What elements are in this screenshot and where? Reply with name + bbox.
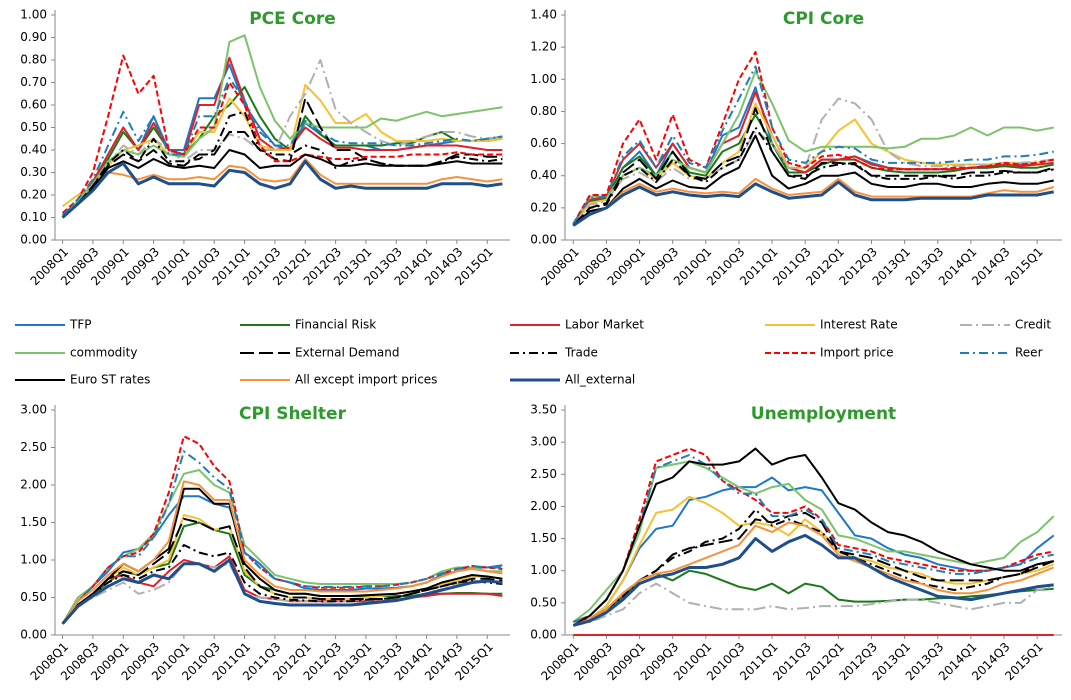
legend-label: Trade xyxy=(564,346,598,360)
y-tick-label: 1.00 xyxy=(20,553,47,567)
legend-label: Interest Rate xyxy=(820,318,898,332)
legend-item: Reer xyxy=(960,346,1043,360)
y-tick-label: 1.40 xyxy=(530,8,557,22)
legend-label: All_external xyxy=(565,373,635,387)
y-tick-label: 0.00 xyxy=(20,628,47,642)
y-tick-label: 1.50 xyxy=(530,531,557,545)
y-tick-label: 0.30 xyxy=(20,165,47,179)
series-line xyxy=(572,107,1054,227)
series-line xyxy=(572,97,1054,227)
y-tick-label: 1.00 xyxy=(530,72,557,86)
y-tick-label: 1.00 xyxy=(20,8,47,22)
y-tick-label: 0.00 xyxy=(530,628,557,642)
legend-label: TFP xyxy=(69,318,91,332)
legend-item: Trade xyxy=(510,346,598,360)
y-tick-label: 0.40 xyxy=(20,143,47,157)
legend-label: Credit xyxy=(1015,318,1051,332)
series-line xyxy=(61,77,503,216)
legend-label: Euro ST rates xyxy=(70,373,150,387)
legend-item: External Demand xyxy=(240,346,400,360)
chart-title: Unemployment xyxy=(751,404,896,424)
legend-label: All except import prices xyxy=(295,373,437,387)
series-line xyxy=(61,54,503,214)
y-tick-label: 0.00 xyxy=(530,233,557,247)
y-tick-label: 2.50 xyxy=(530,467,557,481)
series-line xyxy=(61,480,503,625)
legend-label: commodity xyxy=(70,346,137,360)
series-line xyxy=(572,180,1054,227)
y-tick-label: 2.00 xyxy=(20,478,47,492)
legend-item: All except import prices xyxy=(240,373,437,387)
series-line xyxy=(61,159,503,219)
y-tick-label: 1.20 xyxy=(530,40,557,54)
y-tick-label: 1.00 xyxy=(530,563,557,577)
series-line xyxy=(572,447,1054,627)
legend-label: Reer xyxy=(1015,346,1043,360)
legend-label: Financial Risk xyxy=(295,318,376,332)
legend-item: All_external xyxy=(510,373,635,387)
legend-item: TFP xyxy=(15,318,91,332)
y-tick-label: 0.60 xyxy=(20,98,47,112)
legend: TFP Financial Risk Labor Market Interest Ra… xyxy=(15,318,1051,387)
y-tick-label: 0.50 xyxy=(20,120,47,134)
legend-item: commodity xyxy=(15,346,137,360)
series-line xyxy=(572,476,1055,627)
series-line xyxy=(572,51,1054,225)
series-line xyxy=(61,562,503,625)
y-tick-label: 3.00 xyxy=(530,435,557,449)
legend-label: External Demand xyxy=(295,346,400,360)
chart-title: CPI Shelter xyxy=(239,404,347,424)
legend-label: Labor Market xyxy=(565,318,644,332)
y-tick-label: 0.20 xyxy=(530,200,557,214)
legend-item: Financial Risk xyxy=(240,318,376,332)
y-tick-label: 0.70 xyxy=(20,75,47,89)
y-tick-label: 0.80 xyxy=(530,104,557,118)
series-line xyxy=(61,450,503,625)
y-tick-label: 0.90 xyxy=(20,30,47,44)
legend-item: Credit xyxy=(960,318,1051,332)
series-line xyxy=(573,582,1054,627)
y-tick-label: 0.10 xyxy=(20,210,47,224)
legend-item: Euro ST rates xyxy=(15,373,150,387)
y-tick-label: 0.20 xyxy=(20,188,47,202)
y-tick-label: 0.80 xyxy=(20,53,47,67)
y-tick-label: 0.40 xyxy=(530,168,557,182)
series-line xyxy=(572,508,1054,627)
y-tick-label: 3.50 xyxy=(530,403,557,417)
series-line xyxy=(61,59,503,219)
series-line xyxy=(572,533,1054,627)
series-line xyxy=(61,544,503,625)
chart-title: CPI Core xyxy=(783,9,864,29)
y-tick-label: 0.50 xyxy=(530,595,557,609)
chart-title: PCE Core xyxy=(249,9,336,29)
y-tick-label: 0.00 xyxy=(20,233,47,247)
legend-item: Import price xyxy=(765,346,894,360)
y-tick-label: 0.50 xyxy=(20,590,47,604)
series-line xyxy=(572,134,1054,227)
y-tick-label: 1.50 xyxy=(20,515,47,529)
series-line xyxy=(61,558,503,625)
series-line xyxy=(61,149,503,219)
series-line xyxy=(572,177,1054,227)
legend-item: Labor Market xyxy=(510,318,644,332)
series-line xyxy=(572,65,1054,225)
series-line xyxy=(61,110,503,219)
y-tick-label: 3.00 xyxy=(20,403,47,417)
series-line xyxy=(572,495,1055,627)
legend-item: Interest Rate xyxy=(765,318,898,332)
series-line xyxy=(61,34,503,219)
series-line xyxy=(62,83,503,208)
y-tick-label: 0.60 xyxy=(530,136,557,150)
series-line xyxy=(572,454,1054,624)
series-line xyxy=(572,126,1054,227)
series-line xyxy=(572,521,1055,627)
y-tick-label: 2.50 xyxy=(20,440,47,454)
legend-label: Import price xyxy=(820,346,894,360)
y-tick-label: 2.00 xyxy=(530,499,557,513)
